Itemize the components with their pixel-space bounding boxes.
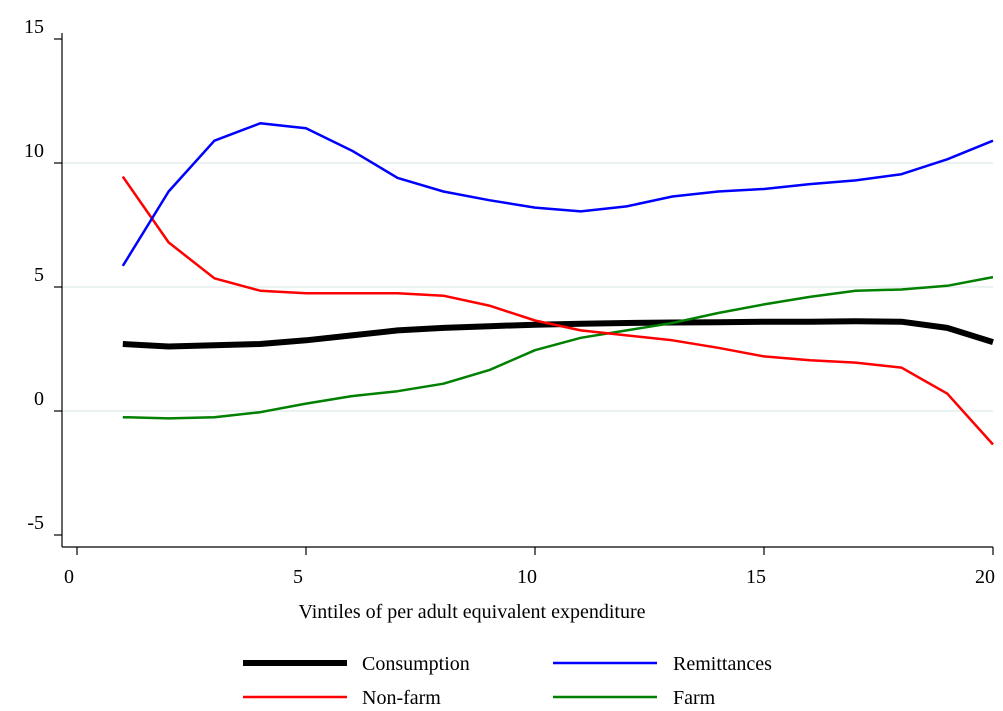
legend-label: Remittances (673, 653, 772, 675)
series-line-farm (122, 275, 994, 420)
y-tick-label: 0 (34, 388, 44, 410)
x-tick-label: 15 (746, 566, 766, 588)
series-lines (121, 122, 994, 446)
y-axis-ticks: -5 0 5 10 15 (24, 16, 62, 536)
y-tick-label: 5 (34, 264, 44, 286)
x-axis-title: Vintiles of per adult equivalent expendi… (298, 601, 645, 623)
y-tick-label: 10 (24, 140, 44, 162)
axes (61, 33, 993, 548)
y-tick-label: 15 (24, 16, 44, 38)
legend-label: Consumption (362, 653, 470, 675)
x-tick-label: 0 (64, 566, 74, 588)
x-tick-label: 20 (975, 566, 995, 588)
y-tick-label: -5 (27, 512, 44, 534)
x-tick-label: 10 (517, 566, 537, 588)
gridlines (62, 162, 993, 412)
legend: Consumption Remittances Non-farm Farm (243, 653, 772, 709)
legend-label: Farm (673, 687, 716, 709)
x-axis-ticks: 0 5 10 15 20 (64, 547, 995, 588)
legend-label: Non-farm (362, 687, 441, 709)
x-tick-label: 5 (293, 566, 303, 588)
series-line-non-farm (121, 175, 994, 446)
series-line-remittances (121, 122, 994, 267)
